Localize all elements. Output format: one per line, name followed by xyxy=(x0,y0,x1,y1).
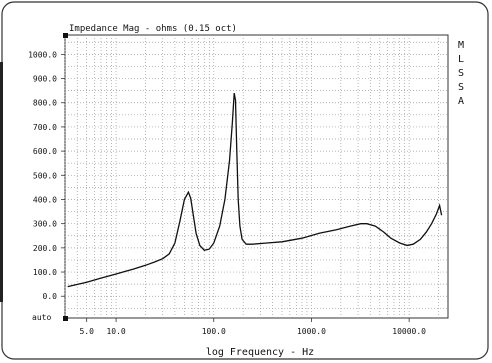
chart-title: Impedance Mag - ohms (0.15 oct) xyxy=(69,24,237,34)
y-tick-label: 900.0 xyxy=(33,75,57,84)
y-tick-label: 700.0 xyxy=(33,123,57,132)
y-axis-ticks: 1000.0 900.0 800.0 700.0 600.0 500.0 400.0 300.… xyxy=(28,50,65,301)
side-label-letter: M xyxy=(458,40,464,51)
side-label-letter: S xyxy=(458,68,464,79)
x-axis-ticks: 5.0 10.0 100.0 1000.0 10000.0 xyxy=(79,318,426,336)
y-tick-label: 800.0 xyxy=(33,99,57,108)
y-tick-label: 1000.0 xyxy=(28,50,57,59)
x-tick-label: 5.0 xyxy=(79,327,94,336)
x-tick-label: 100.0 xyxy=(202,327,226,336)
x-axis-label: log Frequency - Hz xyxy=(206,347,314,358)
y-tick-label: 500.0 xyxy=(33,171,57,180)
y-tick-label: 600.0 xyxy=(33,147,57,156)
plot-area xyxy=(64,34,449,319)
left-edge-bar xyxy=(0,62,3,302)
corner-marker-top xyxy=(63,33,68,38)
corner-marker-bottom xyxy=(63,316,68,321)
y-tick-label: 400.0 xyxy=(33,195,57,204)
corner-label: auto xyxy=(32,313,51,322)
x-tick-label: 1000.0 xyxy=(297,327,326,336)
side-label-letter: L xyxy=(458,54,464,65)
side-label-letter: A xyxy=(458,96,464,107)
side-label-letter: S xyxy=(458,82,464,93)
impedance-curve xyxy=(67,92,443,288)
y-tick-label: 300.0 xyxy=(33,220,57,229)
y-tick-label: 200.0 xyxy=(33,244,57,253)
x-tick-label: 10000.0 xyxy=(392,327,426,336)
x-tick-label: 10.0 xyxy=(106,327,125,336)
grid xyxy=(64,35,448,318)
y-tick-label: 0.0 xyxy=(43,292,58,301)
y-tick-label: 100.0 xyxy=(33,268,57,277)
